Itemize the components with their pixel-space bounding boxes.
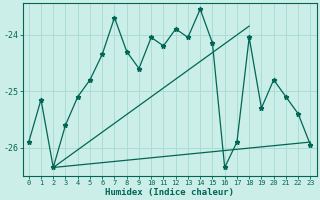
X-axis label: Humidex (Indice chaleur): Humidex (Indice chaleur) (105, 188, 234, 197)
